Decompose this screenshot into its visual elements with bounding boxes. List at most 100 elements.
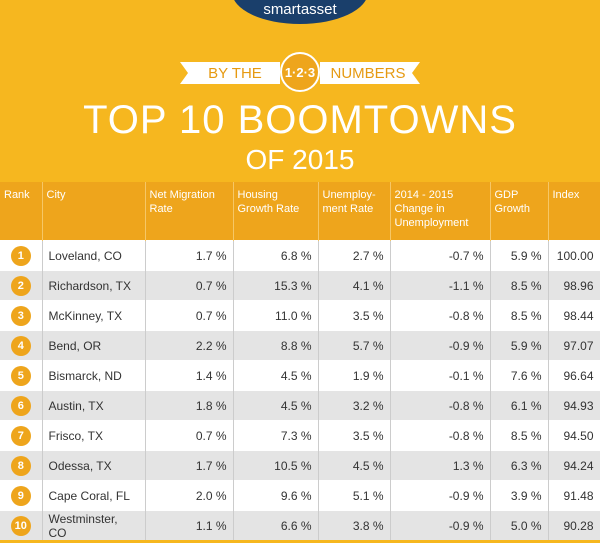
- ribbon-left: [180, 62, 280, 84]
- header-cell: Rank: [0, 182, 43, 241]
- table: Rank City Net Migration Rate Housing Growth…: [0, 182, 600, 540]
- value-cell: 94.50: [548, 420, 600, 451]
- value-cell: 3.5 %: [318, 300, 391, 331]
- value-cell: 100.00: [548, 240, 600, 271]
- value-cell: 1.7 %: [145, 240, 234, 271]
- value-cell: -0.1 %: [390, 360, 491, 391]
- city-cell: Odessa, TX: [42, 450, 146, 481]
- banner-right: NUMBERS: [330, 65, 405, 82]
- value-cell: 98.44: [548, 300, 600, 331]
- value-cell: 10.5 %: [233, 450, 319, 481]
- rank-badge: 7: [10, 425, 31, 446]
- table-row: 1 Loveland, CO 1.7 % 6.8 % 2.7 % -0.7 % 5.9 % 1…: [0, 240, 600, 271]
- value-cell: 0.7 %: [145, 420, 234, 451]
- rank-cell: 4: [0, 330, 43, 361]
- value-cell: 3.9 %: [490, 480, 549, 511]
- ribbon-right: [320, 62, 420, 84]
- city-cell: Austin, TX: [42, 390, 146, 421]
- value-cell: 6.1 %: [490, 390, 549, 421]
- value-cell: 6.3 %: [490, 450, 549, 481]
- value-cell: 8.5 %: [490, 300, 549, 331]
- value-cell: 96.64: [548, 360, 600, 391]
- header-cell: Housing Growth Rate: [233, 182, 319, 241]
- banner-badge: 1·2·3: [285, 65, 315, 80]
- value-cell: 8.5 %: [490, 420, 549, 451]
- header-cell: Net Migration Rate: [145, 182, 234, 241]
- value-cell: 7.3 %: [233, 420, 319, 451]
- value-cell: 6.6 %: [233, 510, 319, 540]
- city-cell: Bismarck, ND: [42, 360, 146, 391]
- value-cell: 1.1 %: [145, 510, 234, 540]
- value-cell: -0.9 %: [390, 480, 491, 511]
- value-cell: 8.5 %: [490, 270, 549, 301]
- value-cell: 15.3 %: [233, 270, 319, 301]
- value-cell: 2.0 %: [145, 480, 234, 511]
- value-cell: -0.8 %: [390, 390, 491, 421]
- value-cell: 5.7 %: [318, 330, 391, 361]
- value-cell: 3.5 %: [318, 420, 391, 451]
- table-row: 4 Bend, OR 2.2 % 8.8 % 5.7 % -0.9 % 5.9 % 97.07: [0, 330, 600, 361]
- city-cell: Loveland, CO: [42, 240, 146, 271]
- value-cell: -0.7 %: [390, 240, 491, 271]
- value-cell: 4.1 %: [318, 270, 391, 301]
- value-cell: 3.8 %: [318, 510, 391, 540]
- value-cell: 94.24: [548, 450, 600, 481]
- value-cell: 1.8 %: [145, 390, 234, 421]
- header-cell: City: [42, 182, 146, 241]
- value-cell: 94.93: [548, 390, 600, 421]
- city-cell: Richardson, TX: [42, 270, 146, 301]
- rank-badge: 1: [10, 245, 31, 266]
- value-cell: 4.5 %: [233, 390, 319, 421]
- value-cell: 6.8 %: [233, 240, 319, 271]
- value-cell: 97.07: [548, 330, 600, 361]
- banner-left: BY THE: [208, 65, 262, 82]
- value-cell: -0.8 %: [390, 300, 491, 331]
- value-cell: 5.1 %: [318, 480, 391, 511]
- rank-cell: 2: [0, 270, 43, 301]
- value-cell: 4.5 %: [318, 450, 391, 481]
- value-cell: 1.7 %: [145, 450, 234, 481]
- city-cell: Westminster, CO: [42, 510, 146, 540]
- table-row: 2 Richardson, TX 0.7 % 15.3 % 4.1 % -1.1 % 8.5…: [0, 270, 600, 301]
- table-row: 5 Bismarck, ND 1.4 % 4.5 % 1.9 % -0.1 % 7.6 % 9…: [0, 360, 600, 391]
- rank-badge: 9: [10, 485, 31, 506]
- table-row: 9 Cape Coral, FL 2.0 % 9.6 % 5.1 % -0.9 % 3.9 …: [0, 480, 600, 511]
- rank-badge: 10: [10, 515, 31, 536]
- city-cell: Bend, OR: [42, 330, 146, 361]
- city-cell: McKinney, TX: [42, 300, 146, 331]
- city-cell: Cape Coral, FL: [42, 480, 146, 511]
- value-cell: 1.4 %: [145, 360, 234, 391]
- value-cell: 4.5 %: [233, 360, 319, 391]
- rank-cell: 5: [0, 360, 43, 391]
- value-cell: 98.96: [548, 270, 600, 301]
- rank-badge: 8: [10, 455, 31, 476]
- rank-badge: 3: [10, 305, 31, 326]
- city-cell: Frisco, TX: [42, 420, 146, 451]
- value-cell: 5.9 %: [490, 240, 549, 271]
- value-cell: -0.8 %: [390, 420, 491, 451]
- value-cell: 90.28: [548, 510, 600, 540]
- brand: smartasset: [263, 1, 337, 18]
- rank-cell: 1: [0, 240, 43, 271]
- subtitle: OF 2015: [245, 144, 355, 175]
- table-row: 3 McKinney, TX 0.7 % 11.0 % 3.5 % -0.8 % 8.5 %…: [0, 300, 600, 331]
- rank-badge: 4: [10, 335, 31, 356]
- table-row: 7 Frisco, TX 0.7 % 7.3 % 3.5 % -0.8 % 8.5 % 94.…: [0, 420, 600, 451]
- title: TOP 10 BOOMTOWNS: [83, 98, 517, 142]
- rank-badge: 6: [10, 395, 31, 416]
- value-cell: 3.2 %: [318, 390, 391, 421]
- value-cell: 91.48: [548, 480, 600, 511]
- rank-badge: 5: [10, 365, 31, 386]
- table-row: 10 Westminster, CO 1.1 % 6.6 % 3.8 % -0.9 % 5.…: [0, 510, 600, 540]
- value-cell: 5.0 %: [490, 510, 549, 540]
- value-cell: 0.7 %: [145, 300, 234, 331]
- value-cell: 11.0 %: [233, 300, 319, 331]
- rank-badge: 2: [10, 275, 31, 296]
- rank-cell: 6: [0, 390, 43, 421]
- value-cell: 2.7 %: [318, 240, 391, 271]
- table-row: 8 Odessa, TX 1.7 % 10.5 % 4.5 % 1.3 % 6.3 % 94.…: [0, 450, 600, 481]
- value-cell: -1.1 %: [390, 270, 491, 301]
- table-row: 6 Austin, TX 1.8 % 4.5 % 3.2 % -0.8 % 6.1 % 94.…: [0, 390, 600, 421]
- value-cell: 8.8 %: [233, 330, 319, 361]
